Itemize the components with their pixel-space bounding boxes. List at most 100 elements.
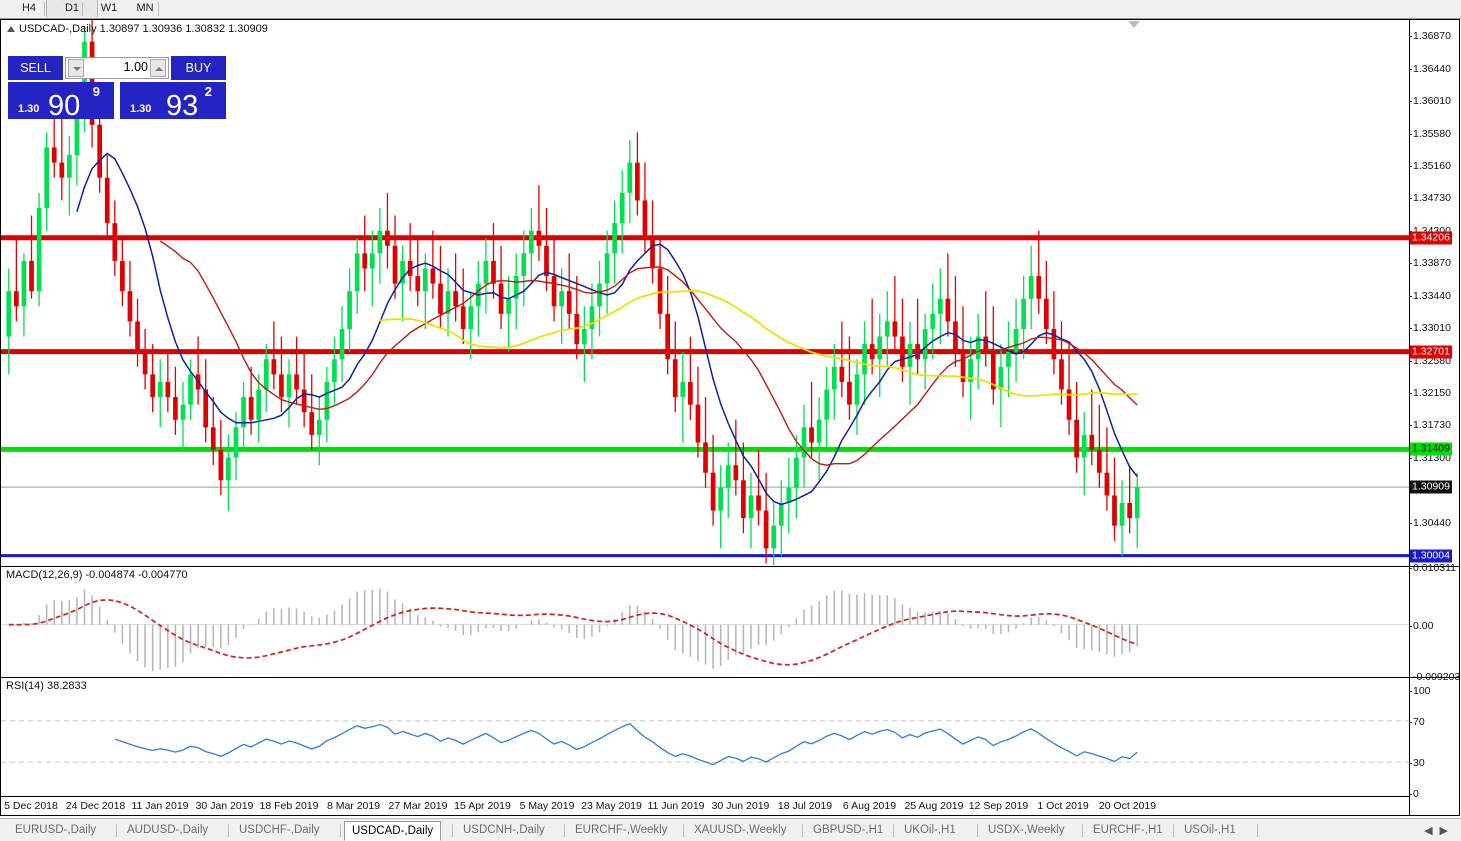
price-pane[interactable] — [1, 20, 1409, 565]
date-axis: 5 Dec 2018 24 Dec 2018 11 Jan 2019 30 Jan 2… — [1, 796, 1409, 817]
date-tick: 5 May 2019 — [519, 800, 575, 812]
symbol-tab-audusd-daily[interactable]: AUDUSD-,Daily — [127, 824, 209, 836]
price-level-badge[interactable]: 1.34206 — [1410, 231, 1452, 245]
price-tick: 1.34730 — [1409, 192, 1451, 205]
rsi-tick: 30 — [1409, 757, 1425, 770]
tab-divider — [683, 824, 684, 837]
symbol-tab-xauusd-weekly[interactable]: XAUUSD-,Weekly — [694, 824, 787, 836]
price-level-badge[interactable]: 1.30004 — [1410, 549, 1452, 563]
symbol-tab-usdcad-daily[interactable]: USDCAD-,Daily — [344, 821, 442, 841]
sell-price-big: 90 — [48, 90, 81, 122]
collapse-triangle-icon — [7, 26, 15, 33]
candlestick-chart — [1, 20, 1409, 565]
tab-divider — [340, 824, 341, 837]
rsi-tick: 100 — [1409, 685, 1431, 697]
buy-price-big: 93 — [166, 90, 199, 122]
tab-scroll-arrows[interactable]: ◀▶ — [1424, 824, 1455, 837]
price-tick: 1.33440 — [1409, 289, 1451, 302]
price-level-badge[interactable]: 1.32701 — [1410, 345, 1452, 359]
symbol-tab-ukoil-h1[interactable]: UKOil-,H1 — [904, 824, 956, 836]
symbol-tab-eurusd-daily[interactable]: EURUSD-,Daily — [15, 824, 97, 836]
symbol-tab-eurchf-h1[interactable]: EURCHF-,H1 — [1093, 824, 1163, 836]
tab-divider — [452, 824, 453, 837]
chart-title: USDCAD-,Daily 1.30897 1.30936 1.30832 1.… — [7, 23, 268, 35]
macd-caption: MACD(12,26,9) -0.004874 -0.004770 — [6, 569, 188, 581]
tab-divider — [1173, 824, 1174, 837]
symbol-tab-usoil-h1[interactable]: USOil-,H1 — [1184, 824, 1236, 836]
price-axis[interactable]: 1.36870 1.36440 1.36010 1.35580 1.35160 1.347… — [1408, 20, 1460, 815]
date-tick: 20 Oct 2019 — [1098, 800, 1157, 812]
rsi-tick: 0 — [1409, 788, 1419, 800]
price-tick: 1.35580 — [1409, 127, 1451, 140]
price-level-badge[interactable]: 1.30909 — [1410, 480, 1452, 494]
timeframe-tab-mn[interactable]: MN — [136, 2, 154, 14]
tab-divider — [1082, 824, 1083, 837]
sell-price-display[interactable]: 1.30 90 9 — [8, 82, 114, 122]
date-tick: 30 Jun 2019 — [711, 800, 770, 812]
sell-price-base: 1.30 — [18, 103, 40, 115]
macd-axis-scale: 0.010311 0.00 -0.009203 — [1408, 562, 1460, 683]
price-tick: 1.35160 — [1409, 159, 1451, 172]
tab-divider — [564, 824, 565, 837]
rsi-axis-scale: 100 70 30 0 — [1409, 677, 1459, 800]
date-tick: 15 Apr 2019 — [454, 800, 511, 812]
sell-button[interactable]: SELL — [8, 56, 63, 80]
macd-tick: 0.010311 — [1408, 562, 1457, 574]
symbol-tab-gbpusd-h1[interactable]: GBPUSD-,H1 — [813, 824, 884, 836]
symbol-tab-usdx-weekly[interactable]: USDX-,Weekly — [988, 824, 1065, 836]
one-click-trade-panel[interactable]: SELL 1.00 BUY 1.30 90 9 1.30 93 2 — [8, 56, 226, 122]
timeframe-tab-w1[interactable]: W1 — [100, 2, 118, 14]
sell-price-fraction: 9 — [92, 84, 100, 99]
symbol-tab-bar[interactable]: ◀▶ EURUSD-,Daily AUDUSD-,Daily USDCHF-,Dai… — [0, 818, 1461, 841]
price-tick: 1.30440 — [1409, 516, 1451, 529]
macd-tick: 0.00 — [1408, 619, 1434, 632]
macd-chart — [1, 588, 1409, 672]
date-tick: 27 Mar 2019 — [388, 800, 448, 812]
lot-decrement-button[interactable] — [68, 59, 84, 77]
date-tick: 5 Dec 2018 — [4, 800, 58, 812]
tab-divider — [228, 824, 229, 837]
tab-scroll-left-icon[interactable]: ◀ — [1424, 825, 1440, 837]
buy-button[interactable]: BUY — [171, 56, 226, 80]
date-tick: 18 Jul 2019 — [777, 800, 833, 812]
price-tick: 1.33870 — [1409, 257, 1451, 270]
lot-size-input[interactable]: 1.00 — [65, 57, 169, 79]
date-tick: 18 Feb 2019 — [259, 800, 319, 812]
date-tick: 12 Sep 2019 — [968, 800, 1029, 812]
price-tick: 1.31730 — [1409, 419, 1451, 432]
timeframe-tab-d1[interactable]: D1 — [46, 0, 98, 17]
date-tick: 23 May 2019 — [581, 800, 642, 812]
lot-size-value: 1.00 — [123, 60, 148, 74]
tab-divider — [977, 824, 978, 837]
macd-pane[interactable]: MACD(12,26,9) -0.004874 -0.004770 — [1, 566, 1409, 677]
symbol-tab-eurchf-weekly[interactable]: EURCHF-,Weekly — [575, 824, 668, 836]
date-tick: 30 Jan 2019 — [195, 800, 254, 812]
price-tick: 1.36870 — [1409, 30, 1451, 43]
chart-title-text: USDCAD-,Daily 1.30897 1.30936 1.30832 1.… — [19, 23, 268, 35]
tab-divider — [893, 824, 894, 837]
date-tick: 11 Jan 2019 — [131, 800, 189, 812]
lot-increment-button[interactable] — [150, 59, 166, 77]
date-tick: 8 Mar 2019 — [326, 800, 381, 812]
symbol-tab-usdcnh-daily[interactable]: USDCNH-,Daily — [463, 824, 545, 836]
chart-window[interactable]: USDCAD-,Daily 1.30897 1.30936 1.30832 1.… — [0, 19, 1460, 816]
price-level-badge[interactable]: 1.31409 — [1410, 442, 1452, 456]
date-tick: 6 Aug 2019 — [842, 800, 897, 812]
tab-divider — [802, 824, 803, 837]
price-axis-scale: 1.36870 1.36440 1.36010 1.35580 1.35160 1.347… — [1409, 20, 1459, 565]
buy-price-fraction: 2 — [204, 84, 212, 99]
date-tick: 24 Dec 2018 — [65, 800, 126, 812]
rsi-chart — [1, 720, 1409, 766]
buy-price-base: 1.30 — [130, 103, 152, 115]
rsi-caption: RSI(14) 38.2833 — [6, 680, 87, 692]
date-tick: 11 Jun 2019 — [647, 800, 705, 812]
date-tick: 25 Aug 2019 — [904, 800, 964, 812]
price-tick: 1.36440 — [1409, 62, 1451, 75]
rsi-pane[interactable]: RSI(14) 38.2833 — [1, 677, 1409, 796]
tab-scroll-right-icon[interactable]: ▶ — [1439, 825, 1455, 837]
date-tick: 1 Oct 2019 — [1037, 800, 1089, 812]
timeframe-bar: H4 D1 W1 MN — [0, 0, 1461, 19]
timeframe-tab-h4[interactable]: H4 — [21, 2, 37, 14]
buy-price-display[interactable]: 1.30 93 2 — [120, 82, 226, 122]
symbol-tab-usdchf-daily[interactable]: USDCHF-,Daily — [239, 824, 320, 836]
